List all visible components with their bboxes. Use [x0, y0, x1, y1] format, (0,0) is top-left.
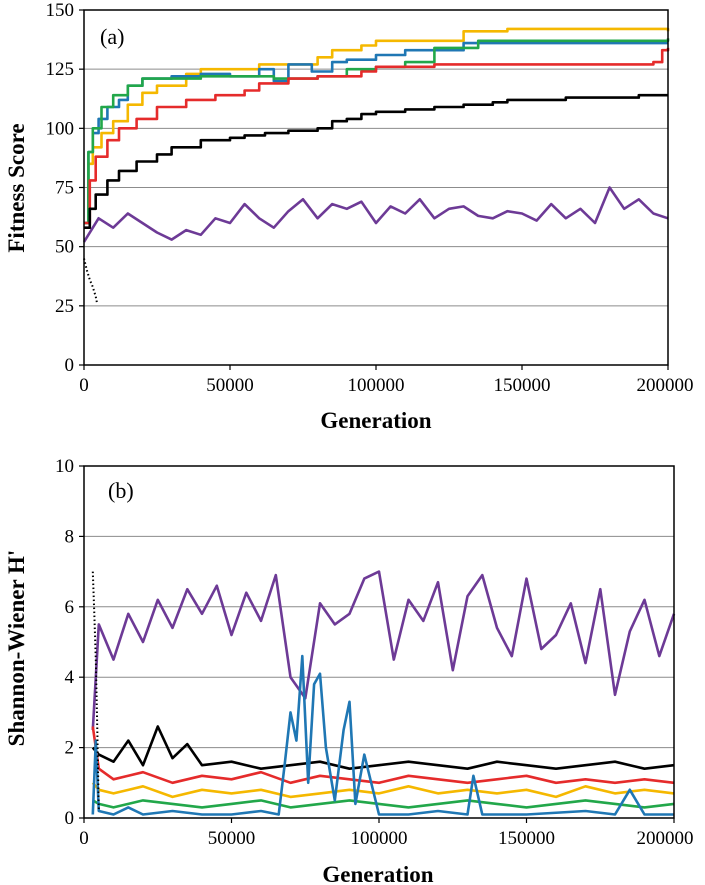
chart-panel-a: 0 25 50 75 100 125 150 0 50000 100000 150000 20000…: [4, 0, 694, 433]
chart-b-series-line-1: [91, 725, 675, 770]
chart-b-x-tick-label: 150000: [498, 828, 555, 849]
chart-a-series-line-3: [84, 47, 670, 225]
chart-b-x-axis-label: Generation: [322, 862, 433, 885]
chart-a-y-tick-label: 100: [46, 118, 75, 139]
chart-b-y-ticks: 0 2 4 6 8 10: [55, 456, 84, 829]
chart-b-y-axis-label: Shannon-Wiener H': [4, 550, 29, 747]
chart-b-y-tick-label: 6: [65, 597, 75, 618]
chart-a-y-axis-label: Fitness Score: [4, 123, 29, 252]
chart-b-series: [91, 570, 676, 816]
chart-b-series-line-6: [91, 571, 100, 812]
chart-a-series: [82, 27, 670, 304]
chart-a-x-tick-label: 0: [79, 375, 89, 396]
chart-b-y-tick-label: 4: [65, 667, 75, 688]
chart-b-series-line-5: [91, 654, 674, 816]
chart-b-x-tick-label: 0: [79, 828, 89, 849]
chart-a-series-line-4: [84, 93, 668, 229]
chart-a-x-axis-label: Generation: [320, 408, 431, 433]
chart-a-panel-label: (a): [100, 24, 124, 49]
chart-a-y-tick-label: 75: [55, 178, 74, 199]
chart-a-x-ticks: 0 50000 100000 150000 200000: [79, 365, 694, 396]
chart-a-x-tick-label: 150000: [494, 375, 551, 396]
chart-a-series-line-2: [84, 38, 670, 225]
chart-a-series-line-5: [82, 186, 669, 243]
chart-b-x-tick-label: 100000: [351, 828, 408, 849]
chart-a-x-tick-label: 200000: [637, 375, 694, 396]
chart-b-y-tick-label: 2: [65, 738, 75, 759]
chart-b-x-ticks: 0 50000 100000 150000 200000: [79, 818, 694, 849]
chart-b-series-line-2: [91, 726, 675, 785]
chart-a-series-line-6: [83, 258, 99, 304]
chart-panel-b: 0 2 4 6 8 10 0 50000 100000 150000 200000 (b) Gen…: [4, 456, 694, 885]
chart-a-y-tick-label: 150: [46, 0, 75, 21]
chart-a-y-ticks: 0 25 50 75 100 125 150: [46, 0, 84, 376]
chart-b-panel-label: (b): [108, 478, 134, 503]
chart-a-x-tick-label: 50000: [206, 375, 254, 396]
chart-a-y-tick-label: 50: [55, 237, 74, 258]
chart-b-x-tick-label: 50000: [208, 828, 256, 849]
chart-a-y-tick-label: 125: [46, 59, 75, 80]
chart-a-x-tick-label: 100000: [348, 375, 405, 396]
chart-a-y-tick-label: 25: [55, 296, 74, 317]
chart-b-series-line-0: [91, 570, 676, 731]
chart-b-gridlines: [84, 465, 674, 749]
chart-b-y-tick-label: 0: [65, 808, 75, 829]
chart-b-y-tick-label: 10: [55, 456, 74, 477]
chart-b-series-line-3: [91, 781, 675, 799]
chart-b-x-tick-label: 200000: [637, 828, 694, 849]
chart-b-series-line-4: [92, 799, 675, 809]
chart-a-y-tick-label: 0: [65, 355, 75, 376]
chart-b-y-tick-label: 8: [65, 526, 75, 547]
